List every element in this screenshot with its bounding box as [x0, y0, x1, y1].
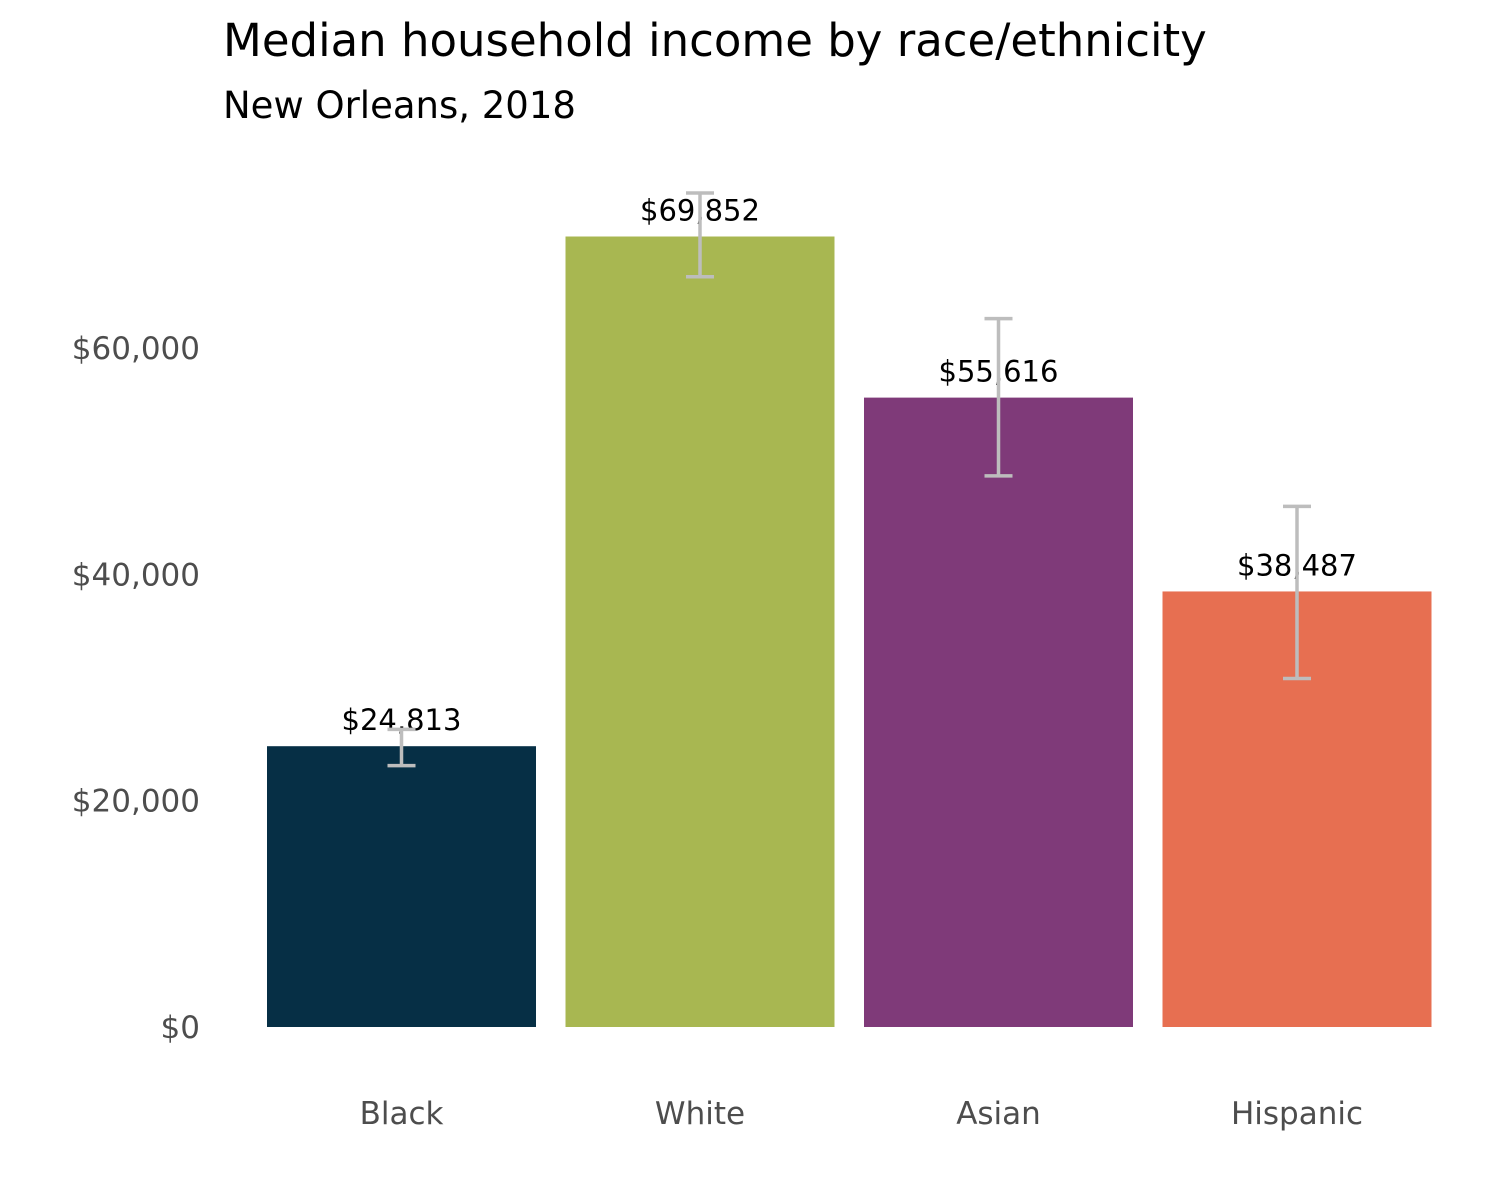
bar-asian — [864, 397, 1133, 1027]
x-tick-label: Black — [360, 1096, 444, 1132]
y-tick-label: $60,000 — [72, 331, 200, 367]
x-tick-label: White — [655, 1096, 745, 1132]
y-tick-label: $40,000 — [72, 557, 200, 593]
bar-black — [267, 746, 536, 1027]
chart-title: Median household income by race/ethnicit… — [223, 14, 1207, 67]
y-tick-label: $0 — [161, 1010, 200, 1046]
y-tick-label: $20,000 — [72, 784, 200, 820]
x-tick-label: Asian — [956, 1096, 1041, 1132]
chart-subtitle: New Orleans, 2018 — [223, 84, 576, 127]
x-tick-label: Hispanic — [1231, 1096, 1363, 1132]
bar-white — [565, 236, 835, 1028]
